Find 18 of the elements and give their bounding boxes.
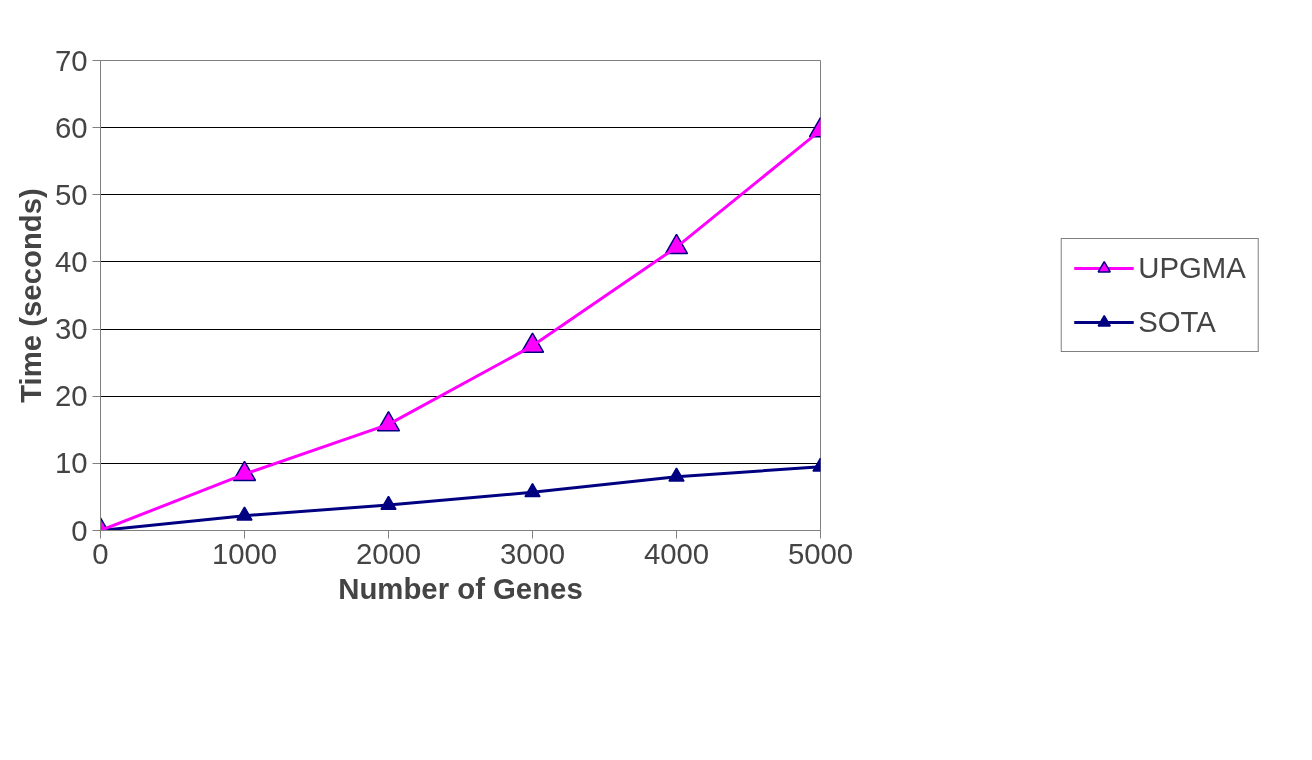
legend-label: SOTA xyxy=(1138,305,1216,339)
y-tick-label: 20 xyxy=(54,379,88,413)
x-tick-label: 1000 xyxy=(211,536,278,570)
legend-label: UPGMA xyxy=(1138,251,1246,285)
y-tick-label: 50 xyxy=(54,177,88,211)
x-tick-label: 3000 xyxy=(499,536,566,570)
x-tick-label: 0 xyxy=(92,536,109,570)
x-tick-label: 4000 xyxy=(643,536,710,570)
y-tick-label: 40 xyxy=(54,244,88,278)
x-tick-label: 2000 xyxy=(355,536,422,570)
y-tick-label: 60 xyxy=(54,110,88,144)
y-tick-label: 10 xyxy=(54,446,88,480)
x-tick-label: 5000 xyxy=(787,536,854,570)
y-tick-label: 0 xyxy=(71,513,88,547)
y-axis-title: Time (seconds) xyxy=(13,188,47,403)
y-tick-label: 30 xyxy=(54,312,88,346)
y-tick-label: 70 xyxy=(54,43,88,77)
x-axis-title: Number of Genes xyxy=(338,571,583,605)
